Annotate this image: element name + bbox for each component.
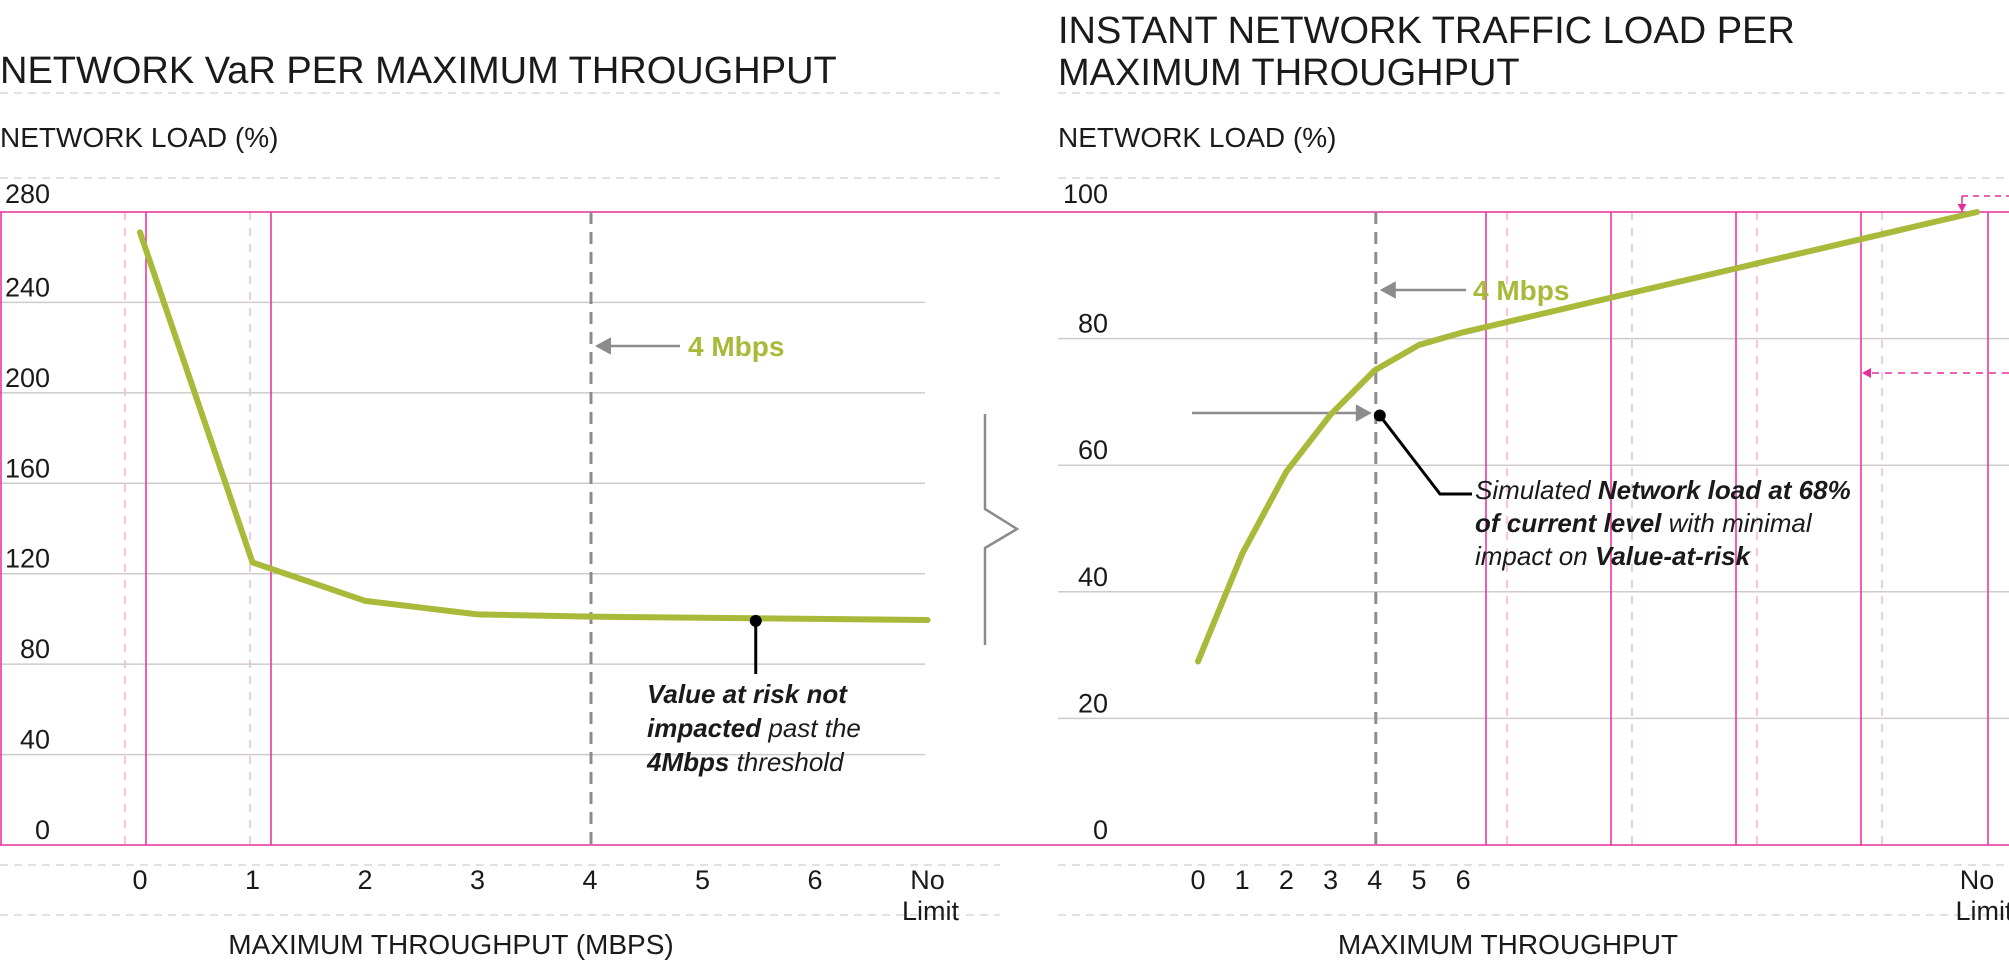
y-tick-label: 80 xyxy=(1078,309,1108,339)
threshold-arrow-head xyxy=(1379,281,1396,299)
x-axis-title: MAXIMUM THROUGHPUT (MBPS) xyxy=(228,929,673,960)
annotation-text: Simulated Network load at 68% of current … xyxy=(1475,475,1851,571)
annotation-segment: Value at risk not xyxy=(647,679,848,709)
annotation-segment: Simulated xyxy=(1475,475,1598,505)
chart-title: INSTANT NETWORK TRAFFIC LOAD PER xyxy=(1058,10,1795,52)
x-tick-label: 4 xyxy=(582,865,597,895)
y-tick-label: 200 xyxy=(5,363,50,393)
x-tick-label: No xyxy=(1960,865,1995,895)
y-axis-title: NETWORK LOAD (%) xyxy=(1058,122,1336,153)
x-axis-title: MAXIMUM THROUGHPUT xyxy=(1338,929,1678,960)
x-tick-label: Limit xyxy=(1955,896,2009,926)
y-tick-label: 280 xyxy=(5,179,50,209)
annotation-leader xyxy=(1378,414,1472,496)
annotation-segment: with minimal xyxy=(1661,508,1812,538)
x-tick-label: 6 xyxy=(807,865,822,895)
annotation-dot xyxy=(749,614,762,627)
axis-break-shape xyxy=(983,414,1020,645)
x-tick-label: 0 xyxy=(1190,865,1205,895)
y-tick-label: 100 xyxy=(1063,179,1108,209)
threshold-arrow-head xyxy=(595,337,611,355)
y-tick-label: 0 xyxy=(35,815,50,845)
y-axis-title: NETWORK LOAD (%) xyxy=(0,122,278,153)
annotation-segment: impact on xyxy=(1475,541,1595,571)
series-line xyxy=(1195,209,1980,665)
chart-traffic-load-per-throughput: INSTANT NETWORK TRAFFIC LOAD PERMAXIMUM … xyxy=(1000,10,2009,960)
y-tick-label: 20 xyxy=(1078,688,1108,718)
y-tick-label: 240 xyxy=(5,272,50,302)
y-tick-label: 160 xyxy=(5,453,50,483)
x-tick-label: 6 xyxy=(1456,865,1471,895)
chart-title: MAXIMUM THROUGHPUT xyxy=(1058,52,1520,94)
annotation-segment: 4Mbps xyxy=(646,747,729,777)
annotation-segment: past the xyxy=(761,713,861,743)
y-tick-label: 0 xyxy=(1093,815,1108,845)
x-tick-label: 1 xyxy=(1235,865,1250,895)
x-tick-label: 3 xyxy=(470,865,485,895)
margin-guide-arrow xyxy=(1957,204,1967,212)
axis-break-marker xyxy=(983,414,1020,645)
annotation-segment: Network load at 68% xyxy=(1598,475,1851,505)
chart-title: NETWORK VaR PER MAXIMUM THROUGHPUT xyxy=(0,50,837,92)
annotation-segment: threshold xyxy=(729,747,845,777)
x-tick-label: 0 xyxy=(132,865,147,895)
x-tick-label: 4 xyxy=(1367,865,1382,895)
x-tick-label: 5 xyxy=(695,865,710,895)
y-tick-label: 120 xyxy=(5,544,50,574)
annotation-segment: of current level xyxy=(1475,508,1662,538)
y-tick-label: 80 xyxy=(20,634,50,664)
x-tick-label: 5 xyxy=(1411,865,1426,895)
x-tick-label: 2 xyxy=(357,865,372,895)
y-tick-label: 40 xyxy=(20,725,50,755)
annotation-segment: Value-at-risk xyxy=(1595,541,1752,571)
x-tick-label: 1 xyxy=(245,865,260,895)
chart-var-per-throughput: NETWORK VaR PER MAXIMUM THROUGHPUT NETWOR… xyxy=(0,50,1000,960)
annotation-segment: impacted xyxy=(647,713,762,743)
annotation-text: Value at risk not impacted past the 4Mbps … xyxy=(646,679,861,777)
x-tick-label: Limit xyxy=(902,896,960,926)
y-tick-label: 60 xyxy=(1078,435,1108,465)
threshold-label: 4 Mbps xyxy=(688,331,784,362)
pointer-arrow-head xyxy=(1355,404,1372,422)
y-tick-label: 40 xyxy=(1078,562,1108,592)
threshold-label: 4 Mbps xyxy=(1473,275,1569,306)
series-line xyxy=(137,229,931,624)
annotation-dot xyxy=(1373,409,1386,422)
x-tick-label: 2 xyxy=(1279,865,1294,895)
margin-guide-arrow xyxy=(1862,368,1871,378)
x-tick-label: 3 xyxy=(1323,865,1338,895)
x-tick-label: No xyxy=(910,865,945,895)
